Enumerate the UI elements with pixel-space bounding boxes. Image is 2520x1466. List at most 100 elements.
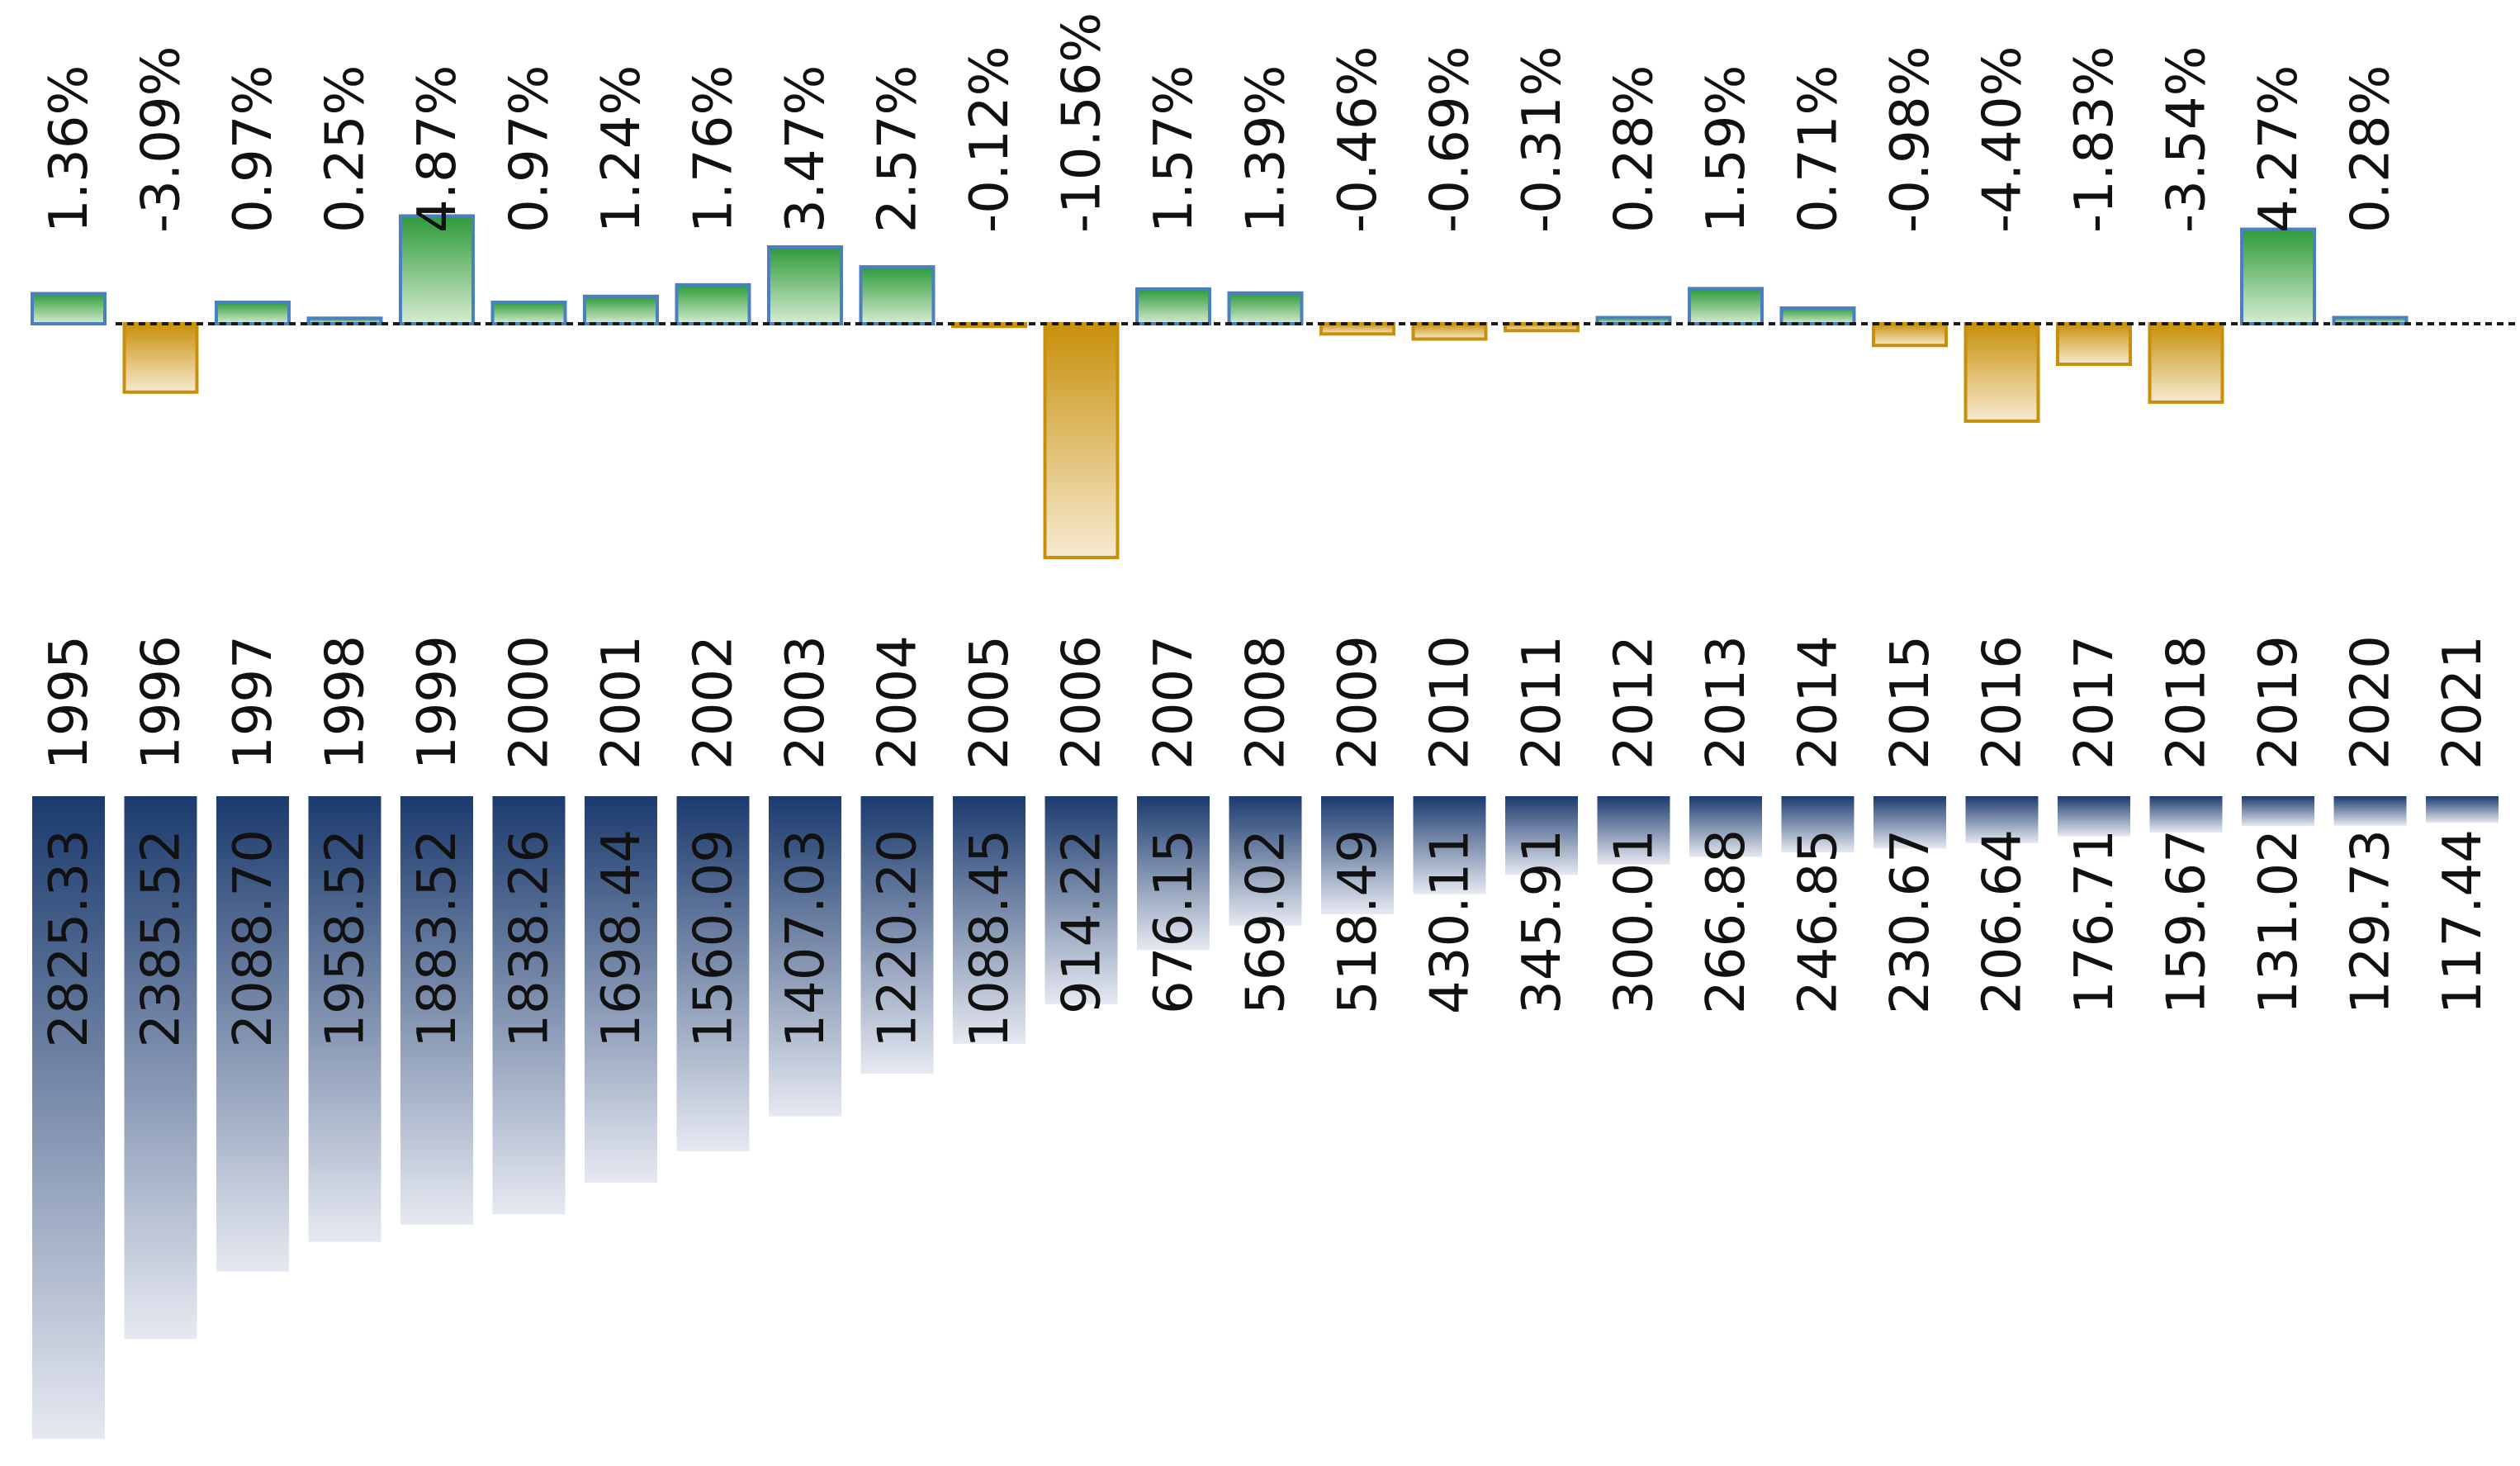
- value-bar-2003: [769, 796, 841, 1117]
- year-label-2010: 2010: [1420, 635, 1481, 770]
- change-label-1997: 0.97%: [223, 65, 284, 233]
- change-bar-2010: [1411, 322, 1488, 341]
- year-label-2014: 2014: [1788, 635, 1850, 770]
- year-label-2000: 2000: [500, 635, 561, 770]
- change-label-1999: 4.87%: [407, 65, 468, 233]
- value-bar-1999: [400, 796, 473, 1225]
- value-label-2003: 1407.03: [775, 829, 836, 1048]
- change-label-2009: -0.46%: [1328, 46, 1389, 233]
- year-label-2017: 2017: [2064, 635, 2125, 770]
- change-label-2006: -10.56%: [1052, 12, 1113, 233]
- change-bar-2007: [1135, 287, 1211, 326]
- value-bar-2005: [953, 796, 1026, 1044]
- change-bar-1996: [122, 322, 199, 394]
- year-label-1999: 1999: [407, 635, 468, 770]
- change-bar-2004: [859, 265, 936, 325]
- change-label-2012: 0.28%: [1604, 65, 1665, 233]
- value-bar-2014: [1781, 796, 1854, 853]
- value-label-1996: 2385.52: [131, 829, 192, 1048]
- change-label-2002: 1.76%: [684, 65, 745, 233]
- year-label-2016: 2016: [1973, 635, 2034, 770]
- change-bar-1997: [215, 301, 291, 325]
- value-bar-2008: [1229, 796, 1302, 926]
- value-label-2021: 117.44: [2432, 829, 2494, 1014]
- change-label-2014: 0.71%: [1788, 65, 1850, 233]
- change-bar-2016: [1963, 322, 2040, 423]
- value-bar-2013: [1689, 796, 1762, 857]
- change-bar-1999: [399, 214, 475, 326]
- change-label-2016: -4.40%: [1973, 46, 2034, 233]
- value-label-1998: 1958.52: [315, 829, 377, 1048]
- value-label-2019: 131.02: [2248, 829, 2309, 1014]
- change-label-2017: -1.83%: [2064, 46, 2125, 233]
- value-bar-2015: [1873, 796, 1946, 849]
- change-bar-2006: [1043, 322, 1120, 560]
- change-label-2010: -0.69%: [1420, 46, 1481, 233]
- value-bar-2019: [2242, 796, 2314, 827]
- value-bar-2007: [1137, 796, 1210, 951]
- change-bar-1998: [306, 316, 383, 325]
- change-bar-2000: [490, 301, 567, 325]
- year-label-2003: 2003: [775, 635, 836, 770]
- year-label-2019: 2019: [2248, 635, 2309, 770]
- value-bar-2001: [585, 796, 657, 1183]
- value-label-1999: 1883.52: [407, 829, 468, 1048]
- change-label-2008: 1.39%: [1236, 65, 1297, 233]
- change-bar-2003: [767, 245, 843, 325]
- change-label-1996: -3.09%: [131, 46, 192, 233]
- change-bar-2013: [1688, 287, 1764, 325]
- value-label-2016: 206.64: [1973, 829, 2034, 1014]
- change-label-2015: -0.98%: [1880, 46, 1941, 233]
- value-label-2004: 1220.20: [868, 829, 929, 1048]
- value-label-2015: 230.67: [1880, 829, 1941, 1014]
- value-label-2013: 266.88: [1696, 829, 1757, 1014]
- value-bar-1998: [308, 796, 381, 1242]
- value-label-2002: 1560.09: [684, 829, 745, 1048]
- year-label-2015: 2015: [1880, 635, 1941, 770]
- year-label-2020: 2020: [2341, 635, 2402, 770]
- change-bars-group: [31, 214, 2409, 560]
- year-label-2013: 2013: [1696, 635, 1757, 770]
- value-bar-2021: [2426, 796, 2499, 823]
- value-bar-1996: [124, 796, 197, 1340]
- change-labels-group: 1.36% -3.09% 0.97% 0.25% 4.87% 0.97% 1.24% 1.76…: [39, 12, 2402, 233]
- change-label-2018: -3.54%: [2157, 46, 2218, 233]
- change-bar-2002: [675, 282, 751, 325]
- value-bar-2012: [1597, 796, 1670, 865]
- change-label-2011: -0.31%: [1512, 46, 1573, 233]
- year-label-2012: 2012: [1604, 635, 1665, 770]
- value-label-2006: 914.22: [1052, 829, 1113, 1014]
- value-bar-2010: [1413, 796, 1486, 894]
- value-bar-2004: [860, 796, 934, 1075]
- change-label-2000: 0.97%: [500, 65, 561, 233]
- value-bar-2016: [1965, 796, 2039, 843]
- value-label-2017: 176.71: [2064, 829, 2125, 1014]
- value-label-2012: 300.01: [1604, 829, 1665, 1014]
- year-label-2005: 2005: [959, 635, 1021, 770]
- value-label-2000: 1838.26: [500, 829, 561, 1048]
- year-label-1997: 1997: [223, 635, 284, 770]
- value-label-2020: 129.73: [2341, 829, 2402, 1014]
- value-label-1997: 2088.70: [223, 829, 284, 1048]
- change-bar-2018: [2148, 322, 2224, 404]
- change-bar-2008: [1227, 291, 1304, 325]
- year-label-2007: 2007: [1144, 635, 1205, 770]
- value-bar-1997: [216, 796, 289, 1272]
- change-bar-2015: [1872, 322, 1948, 348]
- value-label-2014: 246.85: [1788, 829, 1850, 1014]
- year-label-2006: 2006: [1052, 635, 1113, 770]
- value-bars-group: [32, 796, 2499, 1440]
- year-label-1995: 1995: [39, 635, 100, 770]
- value-labels-group: 2825.33 2385.52 2088.70 1958.52 1883.52 1838.…: [39, 829, 2494, 1048]
- year-label-2009: 2009: [1328, 635, 1389, 770]
- value-bar-2017: [2058, 796, 2130, 837]
- year-labels-group: 1995 1996 1997 1998 1999 2000 2001 2002 2003 2004…: [39, 635, 2494, 770]
- value-bar-2000: [492, 796, 566, 1215]
- change-bar-2017: [2056, 322, 2132, 367]
- change-label-2005: -0.12%: [959, 46, 1021, 233]
- value-label-2011: 345.91: [1512, 829, 1573, 1014]
- change-label-1998: 0.25%: [315, 65, 377, 233]
- value-bar-2018: [2149, 796, 2223, 833]
- year-label-2011: 2011: [1512, 635, 1573, 770]
